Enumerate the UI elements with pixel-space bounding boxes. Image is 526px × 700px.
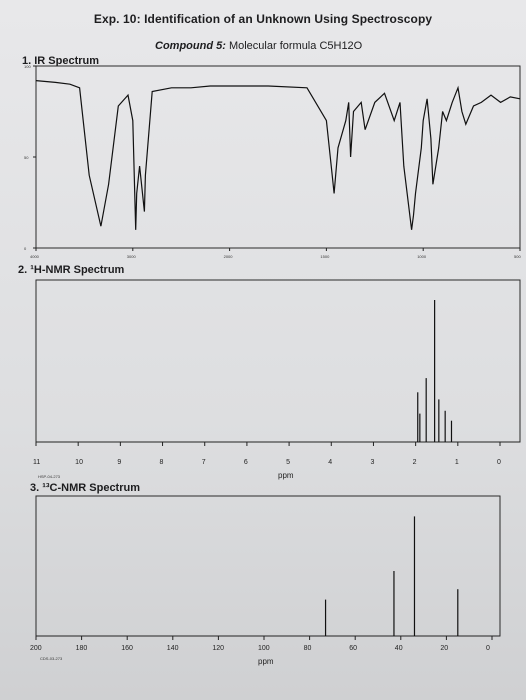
hnmr-frame <box>35 279 521 443</box>
page-title: Exp. 10: Identification of an Unknown Us… <box>93 12 433 26</box>
cnmr-x-tick-label: 20 <box>440 645 448 652</box>
cnmr-x-tick-label: 60 <box>349 645 357 652</box>
ir-y-tick-label: 50 <box>24 155 29 160</box>
hnmr-x-tick-label: 9 <box>117 459 121 466</box>
hnmr-x-tick-label: 7 <box>202 459 206 466</box>
ir-x-tick-label: 2000 <box>224 254 234 259</box>
ir-x-tick-label: 1500 <box>320 254 330 259</box>
cnmr-x-tick-label: 80 <box>304 645 312 652</box>
cnmr-x-tick-label: 0 <box>486 645 490 652</box>
hnmr-xlabel: ppm <box>278 471 294 480</box>
hnmr-chart: 11 10 9 8 7 6 5 4 3 2 1 0 ppm HSP-04-273 <box>33 279 521 480</box>
compound-text: Molecular formula <box>228 40 317 52</box>
ir-y-axis: 100 50 0 <box>24 64 36 251</box>
ir-y-tick-label: 0 <box>24 246 27 251</box>
hnmr-x-tick-label: 11 <box>33 459 40 466</box>
ir-trace-line <box>35 80 521 230</box>
cnmr-x-tick-label: 200 <box>30 645 42 652</box>
hnmr-footer-code: HSP-04-273 <box>38 474 61 479</box>
cnmr-x-tick-label: 120 <box>212 645 224 652</box>
cnmr-x-tick-label: 100 <box>258 645 270 652</box>
ir-x-tick-label: 3000 <box>127 254 137 259</box>
hnmr-x-tick-label: 3 <box>370 459 374 466</box>
hnmr-x-tick-label: 2 <box>413 459 417 466</box>
hnmr-x-tick-label: 4 <box>328 459 332 466</box>
cnmr-footer-code: CDS-03-273 <box>40 656 63 661</box>
compound-prefix: Compound 5: <box>155 40 226 52</box>
cnmr-x-tick-label: 160 <box>121 645 133 652</box>
cnmr-section-label: 3. ¹³C-NMR Spectrum <box>30 482 141 494</box>
ir-x-tick-label: 1000 <box>417 254 427 259</box>
molecular-formula: C5H12O <box>319 40 363 52</box>
ir-frame <box>35 65 521 249</box>
compound-line: Compound 5: Molecular formula C5H12O <box>155 40 362 52</box>
hnmr-x-tick-label: 6 <box>244 459 248 466</box>
hnmr-x-tick-label: 8 <box>160 459 164 466</box>
cnmr-x-axis: 200 180 160 140 120 100 80 60 40 20 0 <box>30 636 493 652</box>
ir-x-tick-label: 500 <box>514 254 521 259</box>
hnmr-peaks <box>417 300 453 442</box>
hnmr-x-tick-label: 1 <box>455 459 459 466</box>
hnmr-section-label: 2. ¹H-NMR Spectrum <box>18 264 125 276</box>
cnmr-chart: 200 180 160 140 120 100 80 60 40 20 0 ppm CDS-03-2… <box>30 495 501 666</box>
cnmr-peaks <box>324 516 459 636</box>
ir-y-tick-label: 100 <box>24 64 31 69</box>
hnmr-x-tick-label: 10 <box>75 459 83 466</box>
hnmr-x-tick-label: 0 <box>497 459 501 466</box>
cnmr-x-tick-label: 140 <box>167 645 179 652</box>
ir-section-label: 1. IR Spectrum <box>22 55 100 67</box>
hnmr-x-tick-label: 5 <box>286 459 290 466</box>
cnmr-x-tick-label: 180 <box>76 645 88 652</box>
ir-x-tick-label: 4000 <box>30 254 40 259</box>
cnmr-frame <box>35 495 501 637</box>
hnmr-x-axis: 11 10 9 8 7 6 5 4 3 2 1 0 <box>33 442 501 466</box>
ir-x-axis: 4000 3000 2000 1500 1000 500 <box>30 248 521 259</box>
cnmr-xlabel: ppm <box>258 657 274 666</box>
cnmr-x-tick-label: 40 <box>395 645 403 652</box>
